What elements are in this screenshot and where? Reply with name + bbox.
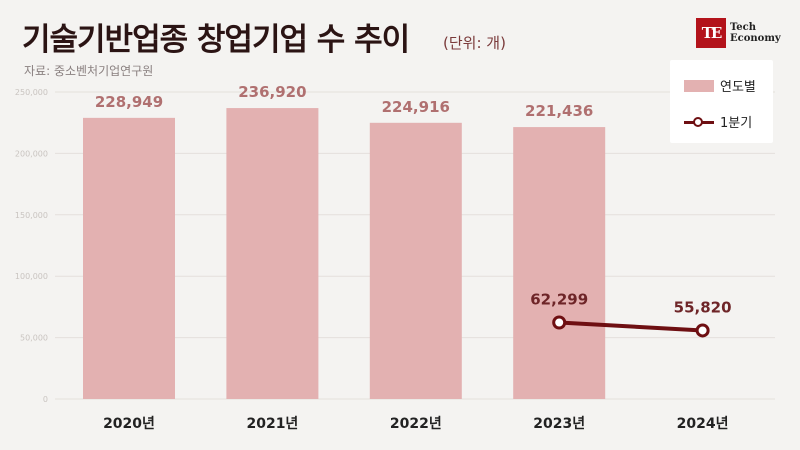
x-tick-label: 2024년: [677, 416, 729, 432]
y-tick-label: 100,000: [15, 272, 48, 281]
x-tick-label: 2022년: [390, 416, 442, 432]
x-tick-label: 2020년: [103, 416, 155, 432]
legend-label-bar: 연도별: [720, 80, 756, 95]
y-tick-label: 50,000: [20, 334, 48, 343]
y-tick-label: 150,000: [15, 211, 48, 220]
tech-economy-logo: TE Tech Economy: [696, 18, 781, 48]
legend-label-line: 1분기: [720, 116, 753, 131]
bar: [513, 127, 606, 399]
bar: [226, 108, 319, 399]
bar: [83, 117, 175, 399]
logo-text: Tech Economy: [730, 22, 781, 44]
legend-item-bar: 연도별: [684, 76, 756, 95]
unit-label: (단위: 개): [443, 34, 506, 52]
bar-value-label: 228,949: [95, 93, 163, 111]
line-point: [552, 315, 567, 330]
legend: 연도별 1분기: [670, 60, 773, 143]
bar-value-label: 224,916: [382, 98, 450, 116]
line-value-label: 62,299: [530, 290, 588, 308]
legend-swatch-bar: [684, 79, 714, 92]
bar: [369, 122, 462, 399]
y-tick-label: 200,000: [15, 149, 48, 158]
logo-line-2: Economy: [730, 33, 781, 44]
logo-line-1: Tech: [730, 22, 757, 33]
legend-swatch-line: [684, 116, 714, 128]
x-tick-label: 2023년: [533, 416, 585, 432]
chart-title: 기술기반업종 창업기업 수 추이: [22, 22, 410, 58]
legend-item-line: 1분기: [684, 112, 752, 131]
y-tick-label: 0: [43, 395, 48, 404]
line-point: [695, 323, 710, 338]
line-value-label: 55,820: [674, 298, 732, 316]
bar-value-label: 236,920: [238, 83, 306, 101]
bar-value-label: 221,436: [525, 102, 593, 120]
y-tick-label: 250,000: [15, 88, 48, 97]
x-tick-label: 2021년: [246, 416, 298, 432]
source-label: 자료: 중소벤처기업연구원: [24, 64, 154, 78]
logo-mark: TE: [696, 18, 726, 48]
series-line-q1: [559, 320, 703, 333]
